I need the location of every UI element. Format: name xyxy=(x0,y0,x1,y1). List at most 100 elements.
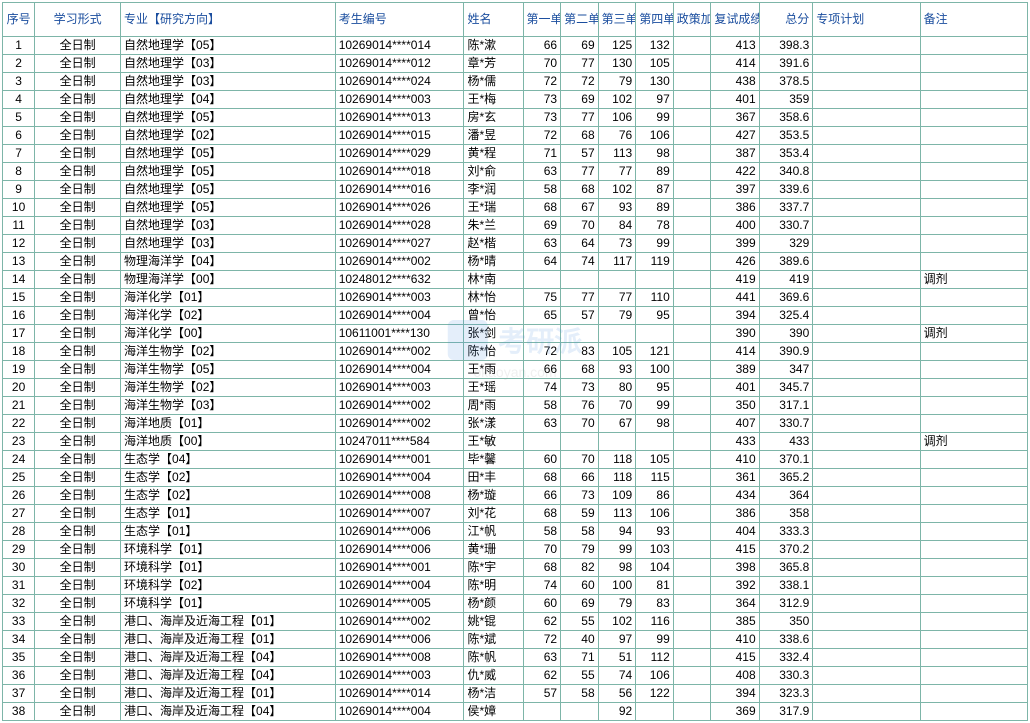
cell-name: 朱*兰 xyxy=(464,217,523,235)
cell-examid: 10269014****008 xyxy=(335,649,464,667)
cell-unit3: 99 xyxy=(598,541,636,559)
cell-unit3: 97 xyxy=(598,631,636,649)
cell-unit2: 77 xyxy=(561,55,599,73)
cell-idx: 34 xyxy=(3,631,35,649)
header-unit1: 第一单元 xyxy=(523,3,561,37)
cell-total: 390.9 xyxy=(759,343,813,361)
cell-unit4 xyxy=(636,703,674,721)
cell-name: 刘*花 xyxy=(464,505,523,523)
cell-retest: 397 xyxy=(711,181,759,199)
table-row: 38全日制港口、海岸及近海工程【04】10269014****004侯*嫜923… xyxy=(3,703,1028,721)
cell-examid: 10269014****002 xyxy=(335,613,464,631)
cell-unit3: 74 xyxy=(598,667,636,685)
cell-retest: 350 xyxy=(711,397,759,415)
cell-mode: 全日制 xyxy=(35,559,121,577)
cell-note xyxy=(920,235,1027,253)
header-unit4: 第四单元 xyxy=(636,3,674,37)
cell-idx: 24 xyxy=(3,451,35,469)
cell-examid: 10269014****004 xyxy=(335,361,464,379)
cell-note: 调剂 xyxy=(920,271,1027,289)
cell-unit4: 99 xyxy=(636,235,674,253)
cell-note xyxy=(920,307,1027,325)
cell-unit1: 68 xyxy=(523,505,561,523)
cell-unit2: 70 xyxy=(561,415,599,433)
cell-policy xyxy=(673,397,711,415)
cell-mode: 全日制 xyxy=(35,181,121,199)
cell-examid: 10269014****004 xyxy=(335,469,464,487)
results-table: 序号 学习形式 专业【研究方向】 考生编号 姓名 第一单元 第二单元 第三单元 … xyxy=(2,2,1028,721)
cell-mode: 全日制 xyxy=(35,469,121,487)
table-row: 2全日制自然地理学【03】10269014****012章*芳707713010… xyxy=(3,55,1028,73)
cell-unit1: 72 xyxy=(523,73,561,91)
cell-name: 仇*威 xyxy=(464,667,523,685)
cell-mode: 全日制 xyxy=(35,37,121,55)
cell-unit1: 75 xyxy=(523,289,561,307)
cell-major: 海洋生物学【02】 xyxy=(121,379,336,397)
cell-mode: 全日制 xyxy=(35,415,121,433)
cell-unit1 xyxy=(523,433,561,451)
cell-major: 自然地理学【02】 xyxy=(121,127,336,145)
cell-major: 海洋生物学【05】 xyxy=(121,361,336,379)
cell-note xyxy=(920,397,1027,415)
cell-major: 自然地理学【03】 xyxy=(121,55,336,73)
cell-unit1: 63 xyxy=(523,163,561,181)
cell-unit2: 83 xyxy=(561,343,599,361)
cell-unit4: 103 xyxy=(636,541,674,559)
cell-mode: 全日制 xyxy=(35,289,121,307)
header-plan: 专项计划 xyxy=(813,3,920,37)
cell-examid: 10269014****001 xyxy=(335,451,464,469)
cell-unit4: 95 xyxy=(636,379,674,397)
cell-major: 物理海洋学【04】 xyxy=(121,253,336,271)
cell-unit1 xyxy=(523,271,561,289)
cell-unit2: 72 xyxy=(561,73,599,91)
cell-note xyxy=(920,523,1027,541)
cell-total: 339.6 xyxy=(759,181,813,199)
cell-name: 侯*嫜 xyxy=(464,703,523,721)
cell-retest: 414 xyxy=(711,55,759,73)
cell-retest: 400 xyxy=(711,217,759,235)
cell-name: 杨*璇 xyxy=(464,487,523,505)
cell-policy xyxy=(673,343,711,361)
cell-retest: 386 xyxy=(711,199,759,217)
table-row: 32全日制环境科学【01】10269014****005杨*颜606979833… xyxy=(3,595,1028,613)
cell-plan xyxy=(813,55,920,73)
cell-plan xyxy=(813,703,920,721)
header-major: 专业【研究方向】 xyxy=(121,3,336,37)
cell-policy xyxy=(673,487,711,505)
cell-note xyxy=(920,73,1027,91)
cell-unit2: 76 xyxy=(561,397,599,415)
cell-unit3: 102 xyxy=(598,181,636,199)
cell-unit4: 89 xyxy=(636,163,674,181)
cell-retest: 413 xyxy=(711,37,759,55)
cell-mode: 全日制 xyxy=(35,487,121,505)
cell-plan xyxy=(813,631,920,649)
cell-examid: 10269014****006 xyxy=(335,631,464,649)
cell-unit4 xyxy=(636,325,674,343)
cell-major: 港口、海岸及近海工程【04】 xyxy=(121,667,336,685)
cell-retest: 410 xyxy=(711,631,759,649)
cell-note xyxy=(920,253,1027,271)
cell-unit3: 93 xyxy=(598,361,636,379)
cell-unit1: 68 xyxy=(523,469,561,487)
cell-policy xyxy=(673,73,711,91)
header-total: 总分 xyxy=(759,3,813,37)
cell-name: 赵*楷 xyxy=(464,235,523,253)
cell-unit4: 105 xyxy=(636,451,674,469)
cell-unit3: 118 xyxy=(598,469,636,487)
cell-total: 365.2 xyxy=(759,469,813,487)
cell-unit4: 99 xyxy=(636,109,674,127)
cell-unit2 xyxy=(561,271,599,289)
cell-examid: 10269014****014 xyxy=(335,37,464,55)
cell-examid: 10269014****003 xyxy=(335,289,464,307)
cell-policy xyxy=(673,163,711,181)
cell-policy xyxy=(673,649,711,667)
cell-unit2: 77 xyxy=(561,163,599,181)
cell-mode: 全日制 xyxy=(35,667,121,685)
cell-unit4: 86 xyxy=(636,487,674,505)
cell-name: 江*帆 xyxy=(464,523,523,541)
cell-major: 自然地理学【05】 xyxy=(121,199,336,217)
cell-name: 张*剑 xyxy=(464,325,523,343)
table-row: 26全日制生态学【02】10269014****008杨*璇6673109864… xyxy=(3,487,1028,505)
cell-unit3: 98 xyxy=(598,559,636,577)
cell-idx: 2 xyxy=(3,55,35,73)
